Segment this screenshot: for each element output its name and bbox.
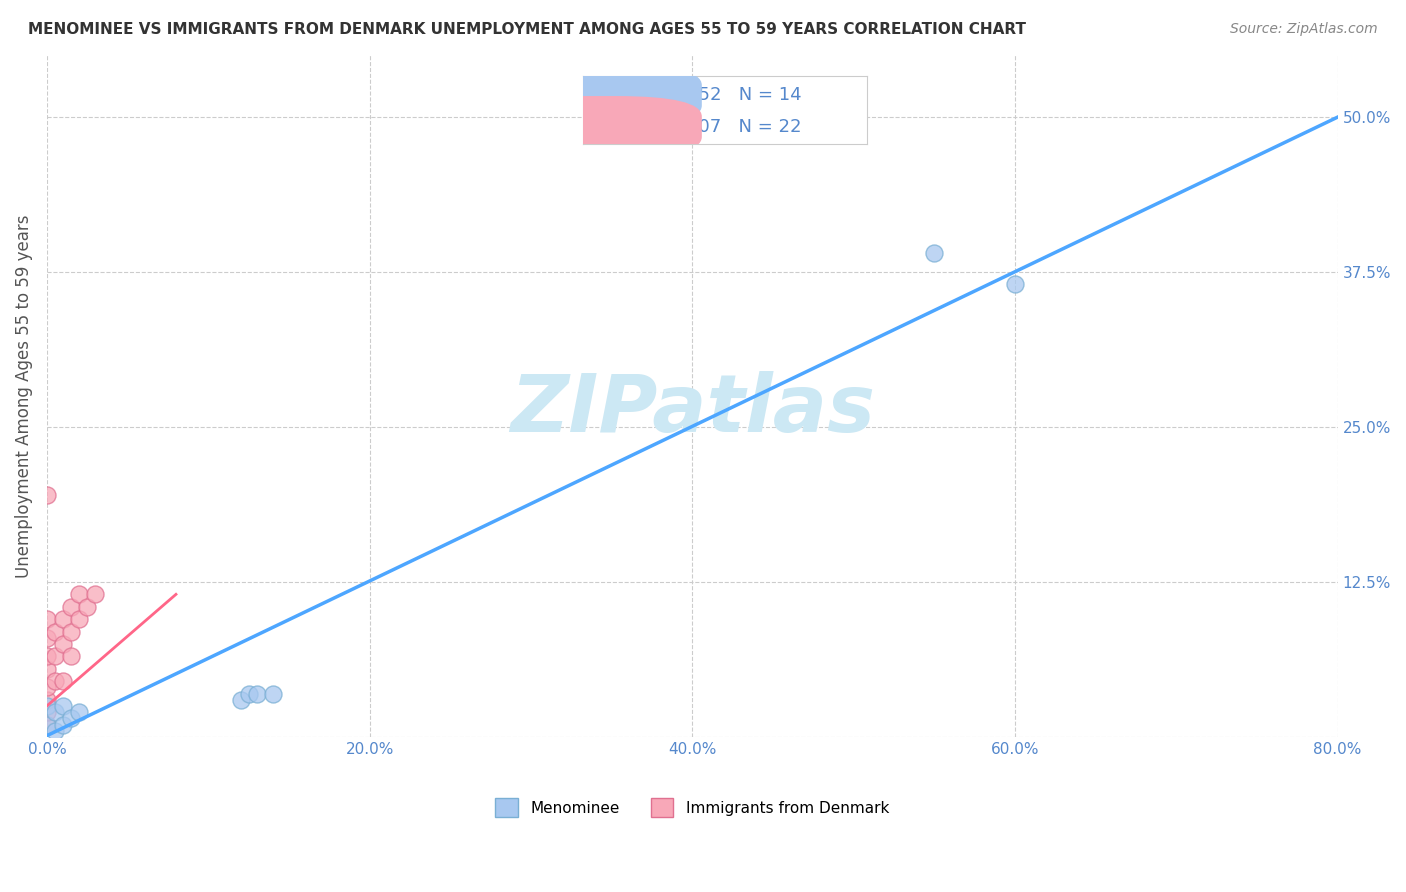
Point	[52, 674, 75, 689]
Point	[60, 649, 83, 664]
Point	[67, 612, 90, 626]
Point	[44, 624, 66, 639]
Text: ZIPatlas: ZIPatlas	[510, 371, 875, 449]
Point	[52, 717, 75, 731]
Point	[35, 631, 58, 645]
Point	[35, 705, 58, 719]
Point	[84, 587, 107, 601]
Text: MENOMINEE VS IMMIGRANTS FROM DENMARK UNEMPLOYMENT AMONG AGES 55 TO 59 YEARS CORR: MENOMINEE VS IMMIGRANTS FROM DENMARK UNE…	[28, 22, 1026, 37]
Point	[76, 599, 98, 614]
Point	[60, 599, 83, 614]
Legend: Menominee, Immigrants from Denmark: Menominee, Immigrants from Denmark	[489, 792, 896, 823]
Point	[35, 612, 58, 626]
Y-axis label: Unemployment Among Ages 55 to 59 years: Unemployment Among Ages 55 to 59 years	[15, 214, 32, 578]
Point	[35, 662, 58, 676]
Point	[35, 681, 58, 695]
Point	[922, 246, 945, 260]
Point	[238, 686, 260, 700]
Point	[246, 686, 269, 700]
Point	[44, 674, 66, 689]
Point	[60, 711, 83, 725]
Point	[52, 637, 75, 651]
Text: Source: ZipAtlas.com: Source: ZipAtlas.com	[1230, 22, 1378, 37]
Point	[52, 612, 75, 626]
Point	[229, 692, 252, 706]
Point	[35, 698, 58, 713]
Point	[67, 587, 90, 601]
Point	[60, 624, 83, 639]
Point	[67, 705, 90, 719]
Point	[35, 692, 58, 706]
Point	[44, 723, 66, 738]
Point	[35, 649, 58, 664]
Point	[35, 488, 58, 502]
Point	[35, 717, 58, 731]
Point	[52, 698, 75, 713]
Point	[35, 717, 58, 731]
Point	[44, 705, 66, 719]
Point	[44, 649, 66, 664]
Point	[1004, 277, 1026, 292]
Point	[262, 686, 284, 700]
